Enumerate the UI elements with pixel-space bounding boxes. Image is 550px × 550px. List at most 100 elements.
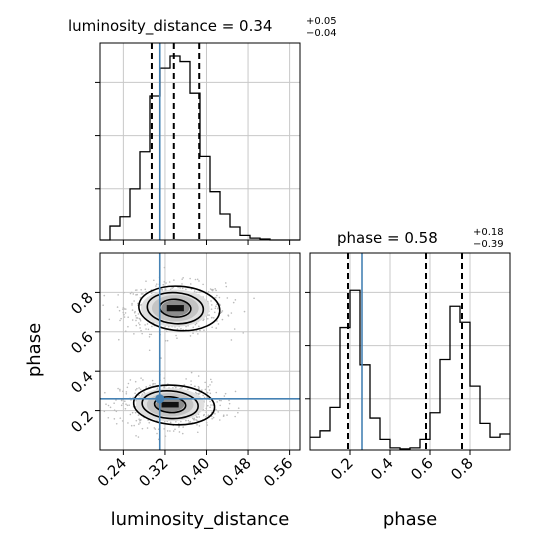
- scatter-point: [205, 421, 208, 424]
- scatter-point: [220, 311, 223, 314]
- x-tick-label: 0.32: [135, 454, 171, 490]
- scatter-point: [177, 286, 179, 289]
- scatter-point: [131, 411, 134, 414]
- scatter-point: [212, 416, 215, 419]
- scatter-point: [120, 399, 123, 401]
- scatter-point: [145, 328, 147, 330]
- scatter-point: [237, 407, 240, 409]
- scatter-point: [169, 430, 171, 432]
- scatter-point: [189, 421, 192, 424]
- scatter-point: [209, 378, 212, 381]
- scatter-point: [173, 279, 175, 281]
- scatter-point: [137, 423, 140, 425]
- scatter-point: [185, 288, 187, 291]
- scatter-point: [198, 280, 200, 282]
- density-peak: [166, 305, 184, 312]
- scatter-point: [195, 291, 198, 294]
- scatter-point: [217, 307, 219, 310]
- scatter-point: [187, 388, 189, 391]
- scatter-point: [210, 381, 213, 383]
- scatter-point: [104, 391, 106, 394]
- scatter-point: [130, 291, 133, 294]
- scatter-point: [126, 404, 129, 407]
- scatter-point: [194, 278, 197, 281]
- scatter-point: [194, 391, 197, 394]
- scatter-point: [118, 338, 120, 341]
- scatter-point: [131, 309, 134, 311]
- scatter-point: [122, 311, 125, 314]
- scatter-point: [119, 388, 121, 391]
- scatter-point: [154, 382, 156, 385]
- scatter-point: [215, 305, 217, 308]
- scatter-point: [196, 278, 199, 281]
- scatter-point: [137, 322, 140, 324]
- scatter-point: [163, 281, 166, 283]
- scatter-point: [123, 313, 125, 316]
- scatter-point: [136, 317, 139, 319]
- scatter-point: [148, 349, 151, 352]
- scatter-point: [156, 432, 158, 435]
- scatter-point: [113, 409, 116, 411]
- scatter-point: [183, 384, 186, 386]
- scatter-point: [185, 419, 187, 422]
- scatter-point: [196, 424, 198, 426]
- scatter-point: [160, 357, 162, 359]
- scatter-point: [123, 308, 126, 310]
- scatter-point: [129, 413, 132, 416]
- scatter-point: [123, 316, 126, 318]
- scatter-point: [230, 312, 233, 314]
- scatter-point: [217, 411, 219, 413]
- scatter-point: [206, 317, 209, 320]
- scatter-point: [150, 333, 153, 336]
- scatter-point: [136, 387, 138, 390]
- y-tick-label: 0.4: [67, 367, 97, 397]
- contour-line: [138, 285, 221, 332]
- scatter-point: [139, 388, 142, 391]
- scatter-point: [228, 402, 231, 405]
- scatter-point: [141, 427, 144, 430]
- scatter-point: [197, 385, 200, 388]
- scatter-point: [215, 408, 217, 411]
- scatter-point: [134, 289, 137, 291]
- scatter-point: [207, 290, 210, 293]
- scatter-point: [209, 384, 211, 386]
- scatter-point: [103, 410, 106, 413]
- scatter-point: [182, 426, 184, 428]
- scatter-point: [125, 391, 128, 393]
- x-tick-label: 0.56: [260, 454, 296, 490]
- scatter-point: [134, 411, 137, 414]
- scatter-point: [129, 292, 132, 295]
- scatter-point: [132, 293, 135, 295]
- scatter-point: [202, 319, 205, 322]
- scatter-point: [211, 316, 213, 319]
- x-tick-label: 0.8: [447, 454, 477, 484]
- scatter-point: [118, 309, 121, 312]
- scatter-point: [185, 325, 187, 328]
- scatter-point: [127, 382, 130, 385]
- joint-panel: [99, 252, 301, 451]
- scatter-point: [122, 306, 125, 309]
- scatter-point: [135, 435, 137, 437]
- scatter-point: [107, 404, 110, 407]
- diag-title-phase: phase = 0.58: [337, 229, 438, 247]
- scatter-point: [120, 404, 123, 407]
- scatter-point: [214, 296, 217, 299]
- scatter-point: [178, 426, 180, 428]
- scatter-point: [124, 330, 127, 332]
- scatter-point: [208, 389, 211, 391]
- contour-line: [141, 389, 199, 420]
- scatter-point: [133, 300, 135, 302]
- scatter-point: [209, 400, 211, 403]
- scatter-point: [126, 386, 129, 389]
- scatter-point: [237, 411, 239, 414]
- scatter-point: [135, 314, 137, 317]
- scatter-point: [219, 419, 221, 421]
- scatter-point: [234, 299, 237, 301]
- scatter-point: [120, 317, 122, 320]
- scatter-point: [190, 371, 193, 374]
- scatter-point: [148, 335, 151, 338]
- scatter-point: [195, 330, 198, 332]
- diag-title-luminosity-distance-minus: −0.04: [306, 28, 337, 39]
- scatter-point: [113, 418, 116, 420]
- scatter-point: [198, 325, 200, 328]
